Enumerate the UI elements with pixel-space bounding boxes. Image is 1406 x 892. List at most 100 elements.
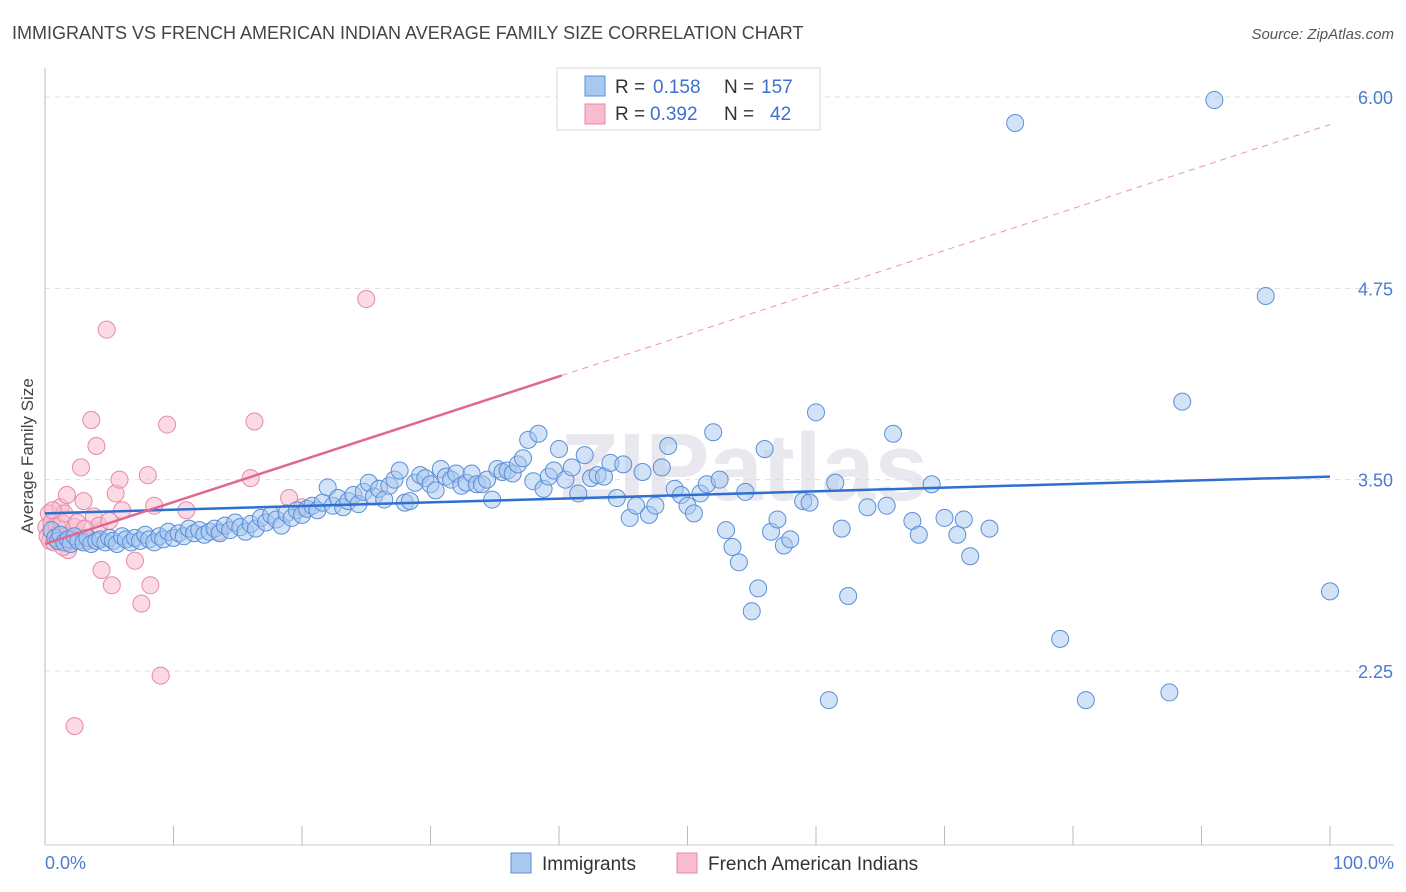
legend-n-value-2: 42 [770,104,791,125]
point-immigrants [980,519,999,538]
point-french [158,415,177,434]
point-immigrants [562,458,581,477]
y-tick-label: 4.75 [1358,279,1393,299]
point-french [74,492,93,511]
point-immigrants [646,496,665,515]
point-immigrants [800,493,819,512]
point-immigrants [935,508,954,527]
legend-swatch-french [584,103,606,125]
point-french [71,458,90,477]
point-immigrants [1321,582,1339,601]
point-immigrants [768,510,787,529]
point-immigrants [826,473,845,492]
legend-r-label-2: R = [615,104,645,125]
point-immigrants [1051,629,1070,648]
legend-bottom: Immigrants French American Indians [510,852,918,875]
point-french [151,666,170,685]
point-immigrants [400,492,419,511]
point-immigrants [961,547,980,566]
point-immigrants [723,538,742,557]
point-immigrants [652,458,671,477]
y-axis-label: Average Family Size [18,378,37,534]
legend-n-label-1: N = [724,77,754,98]
point-french [138,466,157,485]
bottom-legend-label-immigrants: Immigrants [542,854,636,875]
point-immigrants [877,496,896,515]
point-immigrants [1006,114,1025,133]
point-immigrants [550,440,568,459]
point-immigrants [704,423,723,442]
trend-line-french [44,374,562,546]
chart-source: Source: ZipAtlas.com [1251,26,1394,43]
point-immigrants [1256,286,1275,305]
y-tick-label: 6.00 [1358,88,1393,108]
series-immigrants [42,91,1339,710]
legend-r-value-1: 0.158 [653,77,701,98]
point-immigrants [1205,91,1224,110]
y-tick-label: 3.50 [1358,471,1393,491]
point-immigrants [729,553,748,572]
point-french [357,290,376,309]
point-immigrants [781,530,800,549]
legend-n-label-2: N = [724,104,754,125]
point-immigrants [948,525,967,544]
point-immigrants [684,504,703,523]
point-immigrants [514,449,533,468]
point-immigrants [717,521,736,540]
point-immigrants [819,691,838,710]
legend-n-value-1: 157 [761,77,793,98]
chart-title: IMMIGRANTS VS FRENCH AMERICAN INDIAN AVE… [12,23,803,43]
point-immigrants [614,455,633,474]
y-tick-label: 2.25 [1358,662,1393,682]
point-french [245,412,264,431]
point-french [92,560,111,579]
trend-line-immigrants [44,475,1331,515]
bottom-legend-swatch-french [676,852,698,874]
point-immigrants [426,481,445,500]
point-french [132,594,151,613]
point-french [43,501,62,520]
point-immigrants [749,579,768,598]
x-ticks [173,826,1331,845]
legend-r-value-2: 0.392 [650,104,698,125]
point-immigrants [954,510,973,529]
x-tick-label-min: 0.0% [45,853,86,873]
point-immigrants [922,475,941,494]
point-immigrants [1160,683,1179,702]
y-tick-labels: 2.25 3.50 4.75 6.00 [1358,88,1393,682]
point-immigrants [659,436,678,455]
point-immigrants [909,525,928,544]
point-immigrants [742,602,761,621]
point-immigrants [839,586,858,605]
point-immigrants [529,424,548,443]
bottom-legend-label-french: French American Indians [708,854,918,875]
point-immigrants [575,446,594,465]
point-immigrants [633,463,652,482]
point-french [57,485,76,504]
point-french [102,576,121,595]
legend-top: R = 0.158 N = 157 R = 0.392 N = 42 [556,67,821,131]
point-french [110,470,129,489]
trend-lines [44,124,1331,546]
point-french [82,410,101,429]
point-immigrants [710,470,729,489]
point-immigrants [807,403,825,422]
point-immigrants [884,424,903,443]
trend-line-french-extension [561,124,1331,377]
point-french [125,551,144,570]
x-tick-label-max: 100.0% [1333,853,1394,873]
point-french [65,717,84,736]
bottom-legend-swatch-immigrants [510,852,532,874]
grid-lines [45,96,1394,672]
legend-swatch-immigrants [584,75,606,97]
point-french [141,576,160,595]
point-french [97,320,116,339]
point-immigrants [1173,392,1192,411]
legend-r-label-1: R = [615,77,645,98]
point-immigrants [858,498,877,517]
point-immigrants [755,440,774,459]
point-immigrants [832,519,851,538]
point-french [87,436,106,455]
point-immigrants [1076,691,1095,710]
